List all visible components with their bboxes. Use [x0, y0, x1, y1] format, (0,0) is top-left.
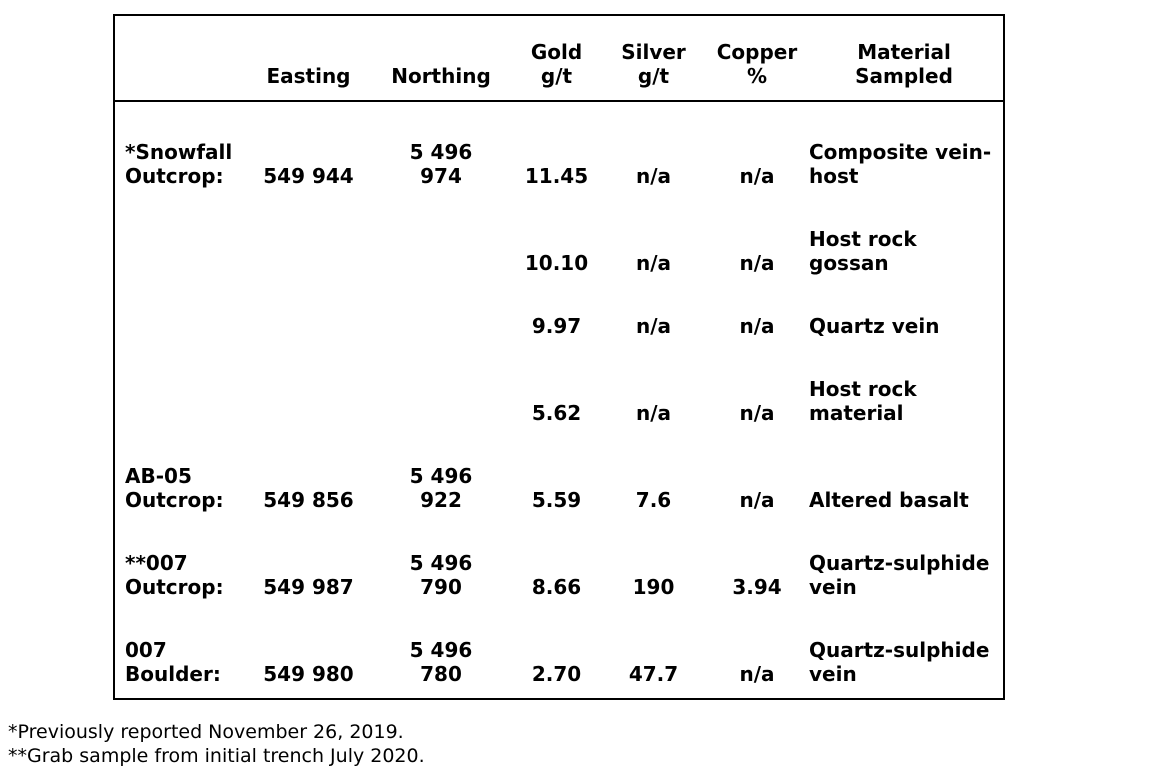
- cell-copper: n/a: [739, 314, 775, 338]
- table-row-007-outcrop: **007 Outcrop: 549 987 5 496 790 8.66 19…: [115, 551, 1003, 599]
- footnotes: *Previously reported November 26, 2019. …: [8, 720, 425, 768]
- cell-silver: 7.6: [635, 488, 672, 512]
- cell-copper: n/a: [739, 488, 775, 512]
- cell-gold: 5.59: [531, 488, 582, 512]
- cell-silver: n/a: [635, 401, 672, 425]
- table-row-snowfall-gossan: 10.10 n/a n/a Host rock gossan: [115, 227, 1003, 275]
- cell-material: Quartz-sulphide vein: [809, 551, 990, 599]
- cell-sample-name: *Snowfall Outcrop:: [125, 140, 233, 188]
- cell-easting: 549 980: [263, 662, 354, 686]
- table-row-snowfall-quartz-vein: 9.97 n/a n/a Quartz vein: [115, 314, 1003, 338]
- cell-northing: 5 496 790: [409, 551, 473, 599]
- header-gold: Gold g/t: [530, 40, 583, 88]
- cell-gold: 11.45: [524, 164, 589, 188]
- cell-easting: 549 856: [263, 488, 354, 512]
- cell-gold: 2.70: [531, 662, 582, 686]
- cell-material: Altered basalt: [809, 488, 969, 512]
- cell-northing: 5 496 974: [409, 140, 473, 188]
- cell-material: Quartz vein: [809, 314, 940, 338]
- header-silver: Silver g/t: [621, 40, 686, 88]
- cell-gold: 10.10: [524, 251, 589, 275]
- cell-sample-name: **007 Outcrop:: [125, 551, 224, 599]
- cell-copper: n/a: [739, 164, 775, 188]
- cell-gold: 5.62: [531, 401, 582, 425]
- cell-copper: n/a: [739, 401, 775, 425]
- cell-material: Quartz-sulphide vein: [809, 638, 990, 686]
- table-row-snowfall-outcrop: *Snowfall Outcrop: 549 944 5 496 974 11.…: [115, 140, 1003, 188]
- cell-northing: 5 496 780: [409, 638, 473, 686]
- cell-easting: 549 987: [263, 575, 354, 599]
- cell-gold: 8.66: [531, 575, 582, 599]
- cell-sample-name: 007 Boulder:: [125, 638, 221, 686]
- footnote-previously-reported: *Previously reported November 26, 2019.: [8, 721, 404, 743]
- table-row-snowfall-host-rock: 5.62 n/a n/a Host rock material: [115, 377, 1003, 425]
- cell-gold: 9.97: [531, 314, 582, 338]
- cell-sample-name: AB-05 Outcrop:: [125, 464, 224, 512]
- header-copper: Copper %: [716, 40, 798, 88]
- table-body: *Snowfall Outcrop: 549 944 5 496 974 11.…: [115, 102, 1003, 698]
- header-northing: Northing: [391, 64, 491, 88]
- table-row-ab05-outcrop: AB-05 Outcrop: 549 856 5 496 922 5.59 7.…: [115, 464, 1003, 512]
- cell-material: Host rock material: [809, 377, 917, 425]
- table-header-row: Easting Northing Gold g/t Silver g/t Cop…: [115, 16, 1003, 102]
- assay-results-table: Easting Northing Gold g/t Silver g/t Cop…: [113, 14, 1005, 700]
- cell-silver: 47.7: [628, 662, 679, 686]
- cell-silver: n/a: [635, 251, 672, 275]
- cell-material: Composite vein- host: [809, 140, 992, 188]
- footnote-grab-sample: **Grab sample from initial trench July 2…: [8, 745, 425, 767]
- cell-silver: n/a: [635, 164, 672, 188]
- header-material: Material Sampled: [855, 40, 953, 88]
- header-easting: Easting: [266, 64, 351, 88]
- cell-copper: 3.94: [732, 575, 782, 599]
- cell-material: Host rock gossan: [809, 227, 917, 275]
- cell-silver: n/a: [635, 314, 672, 338]
- cell-easting: 549 944: [263, 164, 354, 188]
- cell-copper: n/a: [739, 251, 775, 275]
- cell-northing: 5 496 922: [409, 464, 473, 512]
- table-row-007-boulder: 007 Boulder: 549 980 5 496 780 2.70 47.7…: [115, 638, 1003, 686]
- cell-copper: n/a: [739, 662, 775, 686]
- cell-silver: 190: [632, 575, 675, 599]
